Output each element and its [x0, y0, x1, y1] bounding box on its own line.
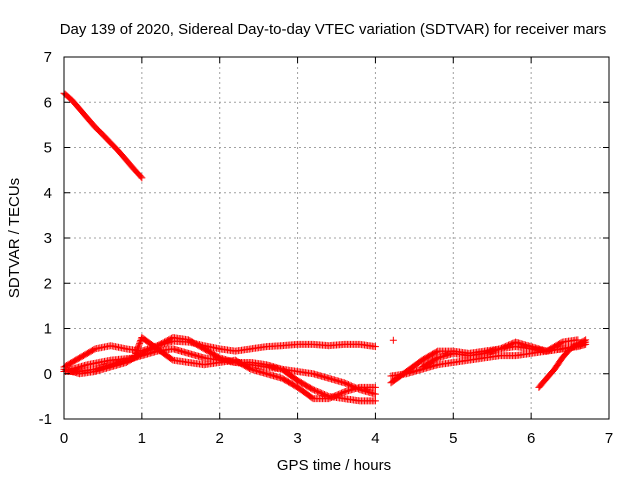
- data-point: [371, 383, 379, 391]
- data-point: [132, 350, 140, 358]
- x-tick-label: 2: [216, 430, 224, 447]
- y-tick-label: -1: [39, 411, 52, 428]
- y-tick-label: 3: [44, 230, 52, 247]
- y-tick-label: 7: [44, 49, 52, 66]
- x-tick-label: 6: [527, 430, 535, 447]
- x-tick-label: 7: [605, 430, 613, 447]
- data-point: [135, 341, 143, 349]
- x-tick-label: 4: [371, 430, 379, 447]
- grid: [64, 57, 609, 419]
- data-point: [371, 397, 379, 405]
- x-tick-label: 5: [449, 430, 457, 447]
- data-point: [133, 345, 141, 353]
- data-point: [371, 343, 379, 351]
- x-tick-label: 3: [293, 430, 301, 447]
- data-point: [582, 336, 590, 344]
- data-point: [133, 347, 141, 355]
- x-axis: 0 1 2 3 4 5 6 7: [60, 57, 613, 447]
- data-point: [138, 174, 146, 182]
- data-point: [135, 342, 143, 350]
- data-points: [60, 89, 590, 405]
- data-point: [557, 339, 565, 347]
- data-point: [131, 352, 139, 360]
- data-point: [130, 354, 138, 362]
- y-tick-label: 4: [44, 185, 52, 202]
- y-tick-label: 5: [44, 140, 52, 157]
- x-axis-label: GPS time / hours: [277, 457, 391, 474]
- data-point: [389, 336, 397, 344]
- y-axis: -1 0 1 2 3 4 5 6 7: [39, 49, 609, 428]
- data-point: [137, 173, 145, 181]
- x-tick-label: 1: [138, 430, 146, 447]
- data-point: [132, 348, 140, 356]
- y-tick-label: 1: [44, 321, 52, 338]
- y-tick-label: 6: [44, 94, 52, 111]
- chart-title: Day 139 of 2020, Sidereal Day-to-day VTE…: [60, 21, 607, 38]
- data-point: [136, 339, 144, 347]
- data-point: [432, 348, 440, 356]
- data-point: [134, 344, 142, 352]
- y-tick-label: 2: [44, 275, 52, 292]
- data-point: [90, 346, 98, 354]
- data-point: [136, 338, 144, 346]
- y-tick-label: 0: [44, 366, 52, 383]
- data-point: [580, 337, 588, 345]
- x-tick-label: 0: [60, 430, 68, 447]
- data-point: [131, 351, 139, 359]
- data-point: [371, 390, 379, 398]
- y-axis-label: SDTVAR / TECUs: [6, 178, 23, 298]
